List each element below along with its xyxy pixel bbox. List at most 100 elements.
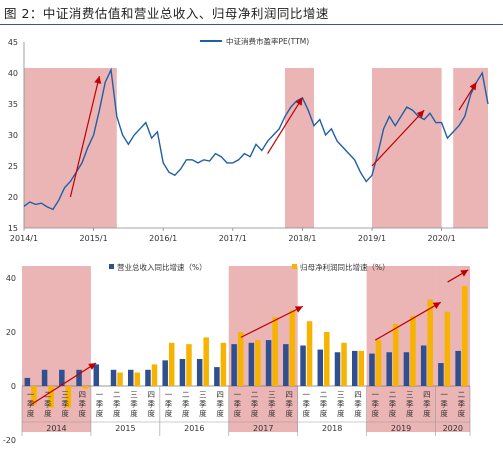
quarter-label-char: 三 [199, 390, 207, 399]
bar-revenue [76, 369, 82, 386]
quarter-label-char: 度 [320, 408, 328, 418]
bar-profit [306, 321, 313, 386]
bar-revenue [386, 352, 392, 386]
trend-arrow [69, 75, 102, 198]
y-tick-label: 25 [8, 162, 18, 171]
quarter-label-char: 四 [216, 390, 224, 399]
bar-revenue [59, 369, 65, 386]
trend-arrow [30, 362, 97, 406]
quarter-label-char: 一 [371, 390, 379, 399]
quarter-label-char: 度 [147, 408, 155, 418]
bar-profit [220, 342, 227, 386]
quarter-label-char: 季 [458, 399, 466, 409]
quarter-label-char: 二 [458, 390, 466, 399]
bar-revenue [41, 369, 48, 386]
quarter-label-char: 季 [285, 399, 293, 409]
quarter-label-char: 季 [440, 399, 448, 409]
quarter-label-char: 度 [44, 408, 52, 418]
title-divider [0, 24, 503, 25]
x-tick-label: 2018/1 [288, 234, 316, 243]
bar-profit [168, 342, 175, 386]
pe-line [23, 67, 489, 211]
x-tick-label: 2019/1 [358, 234, 386, 243]
quarter-label-char: 季 [44, 399, 52, 409]
bar-revenue [283, 344, 289, 386]
quarter-label-char: 三 [130, 390, 138, 399]
x-tick-label: 2014/1 [10, 234, 38, 243]
quarter-label-char: 度 [113, 408, 121, 418]
quarter-label-char: 度 [251, 408, 259, 418]
quarter-label-char: 季 [423, 399, 431, 409]
bar-profit [31, 386, 37, 405]
quarter-label-char: 度 [285, 408, 293, 418]
bar-profit [186, 344, 192, 386]
trend-arrow [447, 269, 469, 283]
bar-profit [134, 372, 141, 386]
year-label: 2017 [253, 424, 273, 433]
quarter-label-char: 度 [182, 408, 190, 418]
quarter-label-char: 二 [182, 390, 190, 399]
bar-revenue [127, 369, 134, 386]
quarter-label-char: 四 [147, 390, 155, 399]
quarter-label-char: 季 [113, 399, 121, 409]
quarter-label-char: 二 [320, 390, 328, 399]
quarter-label-char: 度 [96, 408, 104, 418]
bar-profit [444, 311, 451, 386]
y-tick-label: 20 [6, 328, 16, 337]
quarter-label-char: 度 [303, 408, 311, 418]
quarter-label-char: 二 [389, 390, 397, 399]
quarter-label-char: 度 [371, 408, 379, 418]
bar-revenue [438, 363, 444, 386]
x-tick-label: 2020/1 [428, 234, 456, 243]
bar-revenue [93, 364, 100, 386]
year-label: 2016 [184, 424, 204, 433]
year-label: 2019 [391, 424, 411, 433]
quarter-label-char: 季 [406, 399, 414, 409]
quarter-label-char: 三 [337, 390, 345, 399]
quarter-label-char: 季 [130, 399, 138, 409]
quarter-label-char: 度 [130, 408, 138, 418]
legend-swatch-revenue [109, 264, 114, 269]
quarter-label-char: 度 [423, 408, 431, 418]
quarter-label-char: 季 [182, 399, 190, 409]
bar-profit [237, 332, 244, 386]
shaded-period [285, 68, 314, 228]
bar-revenue [369, 353, 375, 386]
bar-profit [341, 342, 347, 386]
year-label: 2018 [322, 424, 342, 433]
bar-profit [427, 299, 433, 386]
legend-label-revenue: 营业总收入同比增速（%） [117, 262, 207, 272]
quarter-label-char: 季 [268, 399, 276, 409]
bar-revenue [162, 360, 168, 386]
bar-profit [151, 364, 158, 386]
quarter-label-char: 度 [406, 408, 414, 418]
bar-profit [358, 350, 365, 386]
bar-profit [392, 323, 399, 386]
legend-label-profit: 归母净利润同比增速（%） [300, 262, 390, 272]
bar-revenue [24, 377, 31, 386]
bar-revenue [145, 369, 151, 386]
quarter-label-char: 季 [27, 399, 35, 409]
quarter-label-char: 度 [440, 408, 448, 418]
quarter-label-char: 度 [234, 408, 242, 418]
trend-arrow [458, 81, 477, 111]
quarter-label-char: 季 [320, 399, 328, 409]
quarter-label-char: 季 [389, 399, 397, 409]
bar-revenue [265, 340, 272, 386]
quarter-label-char: 三 [61, 390, 69, 399]
bar-profit [410, 315, 416, 386]
bar-revenue [351, 350, 358, 386]
quarter-label-char: 一 [303, 390, 311, 399]
y-tick-label: 45 [8, 38, 18, 47]
bar-revenue [214, 367, 220, 386]
bar-revenue [196, 359, 203, 386]
bar-revenue [300, 345, 306, 386]
shaded-period [24, 68, 117, 228]
quarter-label-char: 季 [337, 399, 345, 409]
quarter-label-char: 度 [458, 408, 466, 418]
y-tick-label: 30 [8, 131, 18, 140]
bar-profit [375, 340, 382, 386]
quarter-label-char: 三 [406, 390, 414, 399]
quarter-label-char: 度 [165, 408, 173, 418]
